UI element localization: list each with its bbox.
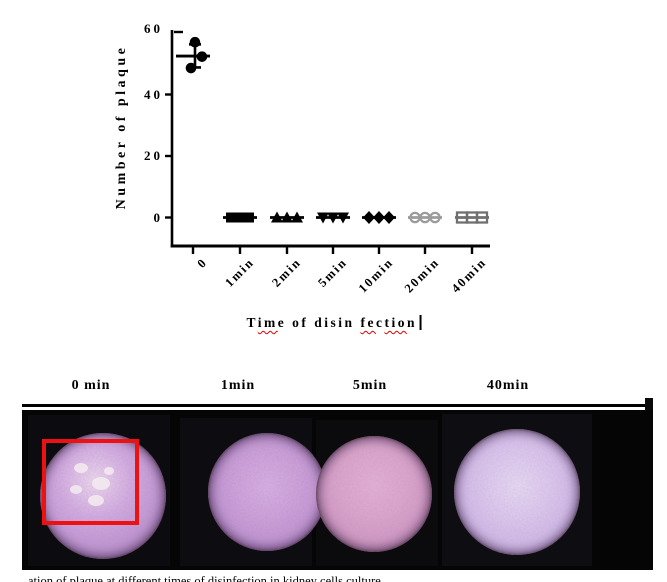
data-point	[337, 212, 349, 224]
caption-text-clipped: ation of plaque at different times of di…	[28, 574, 381, 582]
plaque-spot	[74, 463, 88, 473]
misspelled-word: tio	[384, 315, 407, 330]
y-tick-label: 0	[153, 209, 163, 225]
data-point	[317, 212, 329, 224]
data-point	[281, 211, 293, 223]
data-point	[235, 212, 245, 223]
micrograph-column-label: 40min	[486, 378, 530, 393]
y-tick-label: 40	[144, 86, 163, 102]
misspelled-word: im	[257, 315, 278, 330]
data-point	[189, 36, 201, 48]
y-tick-label: 20	[144, 148, 163, 163]
data-point	[373, 211, 385, 224]
micrograph-column-label: 0 min	[71, 378, 111, 393]
x-axis-title: Time of disin fection	[247, 315, 422, 331]
xlabel-text: c	[375, 315, 385, 330]
data-point	[271, 211, 283, 223]
plot-canvas	[165, 30, 490, 254]
data-point	[244, 212, 254, 223]
data-point	[363, 211, 375, 224]
xlabel-text: T	[246, 315, 258, 330]
figure-divider-line	[22, 404, 648, 407]
xlabel-text: in	[338, 315, 361, 330]
data-point	[226, 212, 236, 223]
data-point	[196, 51, 208, 62]
well-image-1min	[208, 433, 326, 551]
xlabel-text: e of dis	[277, 315, 339, 330]
data-point	[429, 211, 441, 224]
plaque-scatter-chart: Number of plaque Time of disin fection 0…	[114, 21, 490, 331]
xlabel-text: n	[406, 315, 417, 330]
plaque-spot	[88, 495, 104, 506]
micrograph-column-label: 5min	[352, 378, 388, 393]
data-point	[291, 211, 303, 223]
data-point	[327, 212, 339, 224]
y-tick-label: 60	[144, 21, 163, 36]
well-image-0min	[40, 433, 166, 559]
plaque-spot	[92, 477, 110, 490]
data-point	[475, 211, 489, 224]
text-cursor[interactable]	[419, 315, 422, 330]
micrograph-column-label: 1min	[220, 378, 256, 393]
well-image-40min	[454, 429, 580, 555]
data-point	[185, 62, 197, 74]
plaque-spot	[70, 485, 82, 494]
plaque-spot	[104, 467, 114, 475]
misspelled-word: fe	[360, 315, 376, 330]
plaque-highlight-box	[42, 439, 139, 525]
y-axis-title: Number of plaque	[114, 44, 129, 210]
data-point	[383, 211, 395, 224]
well-image-5min	[316, 436, 432, 552]
